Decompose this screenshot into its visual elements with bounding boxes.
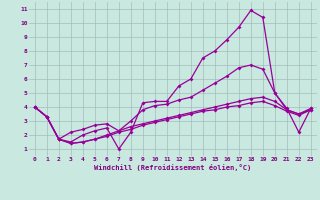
X-axis label: Windchill (Refroidissement éolien,°C): Windchill (Refroidissement éolien,°C)	[94, 164, 252, 171]
